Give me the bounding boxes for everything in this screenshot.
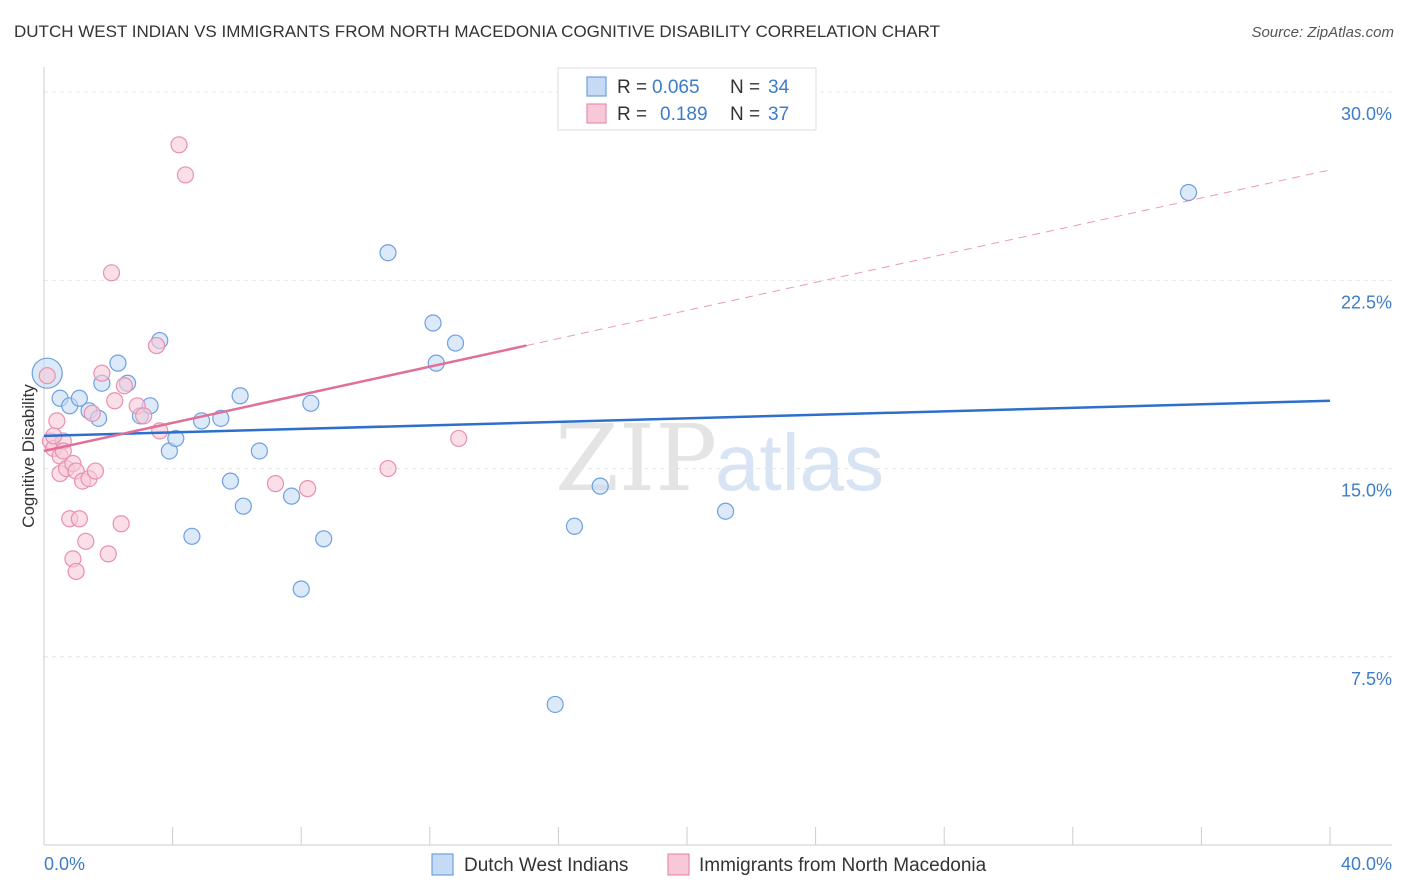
series-legend-label-pink: Immigrants from North Macedonia: [699, 855, 987, 876]
legend-swatch-pink: [586, 103, 607, 124]
data-points: [31, 136, 1198, 714]
point-series0-21: [282, 487, 301, 505]
point-series1-13: [70, 510, 88, 528]
x-tick-label-1: 40.0%: [1341, 854, 1392, 874]
x-tick-labels: 0.0% 40.0%: [44, 854, 1392, 874]
point-series1-29: [170, 136, 188, 154]
series-legend-swatch-blue: [431, 853, 454, 876]
legend-n-value-2: 37: [768, 104, 789, 125]
stats-legend: R = 0.065 N = 34 R = 0.189 N = 37: [557, 67, 817, 131]
y-tick-label-1: 15.0%: [1341, 481, 1392, 501]
point-series0-26: [424, 314, 442, 332]
point-series1-30: [176, 166, 195, 184]
point-series0-14: [183, 527, 201, 545]
point-series0-24: [315, 530, 333, 548]
point-series0-19: [234, 497, 252, 515]
point-series1-21: [102, 264, 121, 282]
point-series0-18: [231, 387, 249, 405]
legend-r-value-1: 0.065: [652, 77, 700, 98]
y-tick-labels: 7.5% 15.0% 22.5% 30.0%: [1341, 104, 1392, 689]
y-tick-label-3: 30.0%: [1341, 104, 1392, 124]
y-axis-label: Cognitive Disability: [19, 384, 38, 528]
trend-line-series1: [43, 344, 527, 453]
series-legend-swatch-pink: [667, 853, 690, 876]
chart-title: DUTCH WEST INDIAN VS IMMIGRANTS FROM NOR…: [14, 22, 940, 41]
point-series0-30: [565, 517, 584, 535]
trend-lines: [43, 169, 1331, 453]
y-tick-label-0: 7.5%: [1351, 669, 1392, 689]
legend-n-label-1: N =: [730, 77, 760, 98]
point-series1-18: [86, 462, 105, 480]
point-series1-24: [115, 377, 133, 395]
point-series1-19: [93, 364, 111, 382]
trend-line-series0: [43, 399, 1331, 438]
series-legend: Dutch West Indians Immigrants from North…: [431, 853, 987, 876]
legend-r-value-2: 0.189: [660, 104, 708, 125]
point-series1-12: [67, 562, 85, 581]
point-series0-25: [379, 244, 397, 262]
point-series0-28: [446, 334, 465, 352]
point-series1-15: [77, 532, 95, 550]
legend-n-label-2: N =: [730, 104, 760, 125]
gridlines: [44, 91, 1392, 658]
point-series1-31: [266, 475, 285, 493]
point-series0-20: [250, 442, 269, 460]
point-series0-22: [292, 580, 310, 598]
x-tick-label-0: 0.0%: [44, 854, 85, 874]
point-series0-23: [302, 394, 320, 412]
axes: [43, 67, 1392, 846]
watermark-atlas: atlas: [715, 418, 884, 507]
watermark-zip: ZIP: [555, 405, 717, 512]
legend-r-label-2: R =: [617, 104, 647, 125]
point-series1-26: [135, 407, 153, 425]
point-series0-32: [716, 502, 735, 520]
point-series0-31: [591, 477, 609, 495]
watermark: ZIP atlas: [555, 405, 884, 512]
point-series0-13: [167, 429, 185, 448]
point-series1-22: [106, 392, 124, 410]
point-series0-33: [1179, 183, 1198, 202]
legend-swatch-blue: [586, 76, 607, 97]
point-series0-17: [221, 472, 240, 490]
point-series0-29: [546, 695, 564, 714]
legend-r-label-1: R =: [617, 77, 647, 98]
point-series1-32: [299, 480, 317, 498]
point-series1-23: [112, 515, 130, 533]
series-legend-label-blue: Dutch West Indians: [464, 855, 628, 876]
source-label: Source: ZipAtlas.com: [1251, 24, 1394, 41]
y-tick-label-2: 22.5%: [1341, 292, 1392, 312]
point-series1-3: [48, 412, 66, 430]
trend-extension-series1: [526, 169, 1331, 347]
point-series1-17: [83, 404, 101, 422]
point-series1-27: [147, 336, 166, 355]
point-series1-20: [99, 545, 117, 563]
point-series0-3: [70, 389, 88, 407]
point-series0-7: [109, 354, 127, 372]
point-series1-0: [38, 367, 56, 385]
point-series1-34: [450, 429, 468, 448]
point-series1-33: [379, 459, 397, 478]
legend-n-value-1: 34: [768, 77, 790, 98]
